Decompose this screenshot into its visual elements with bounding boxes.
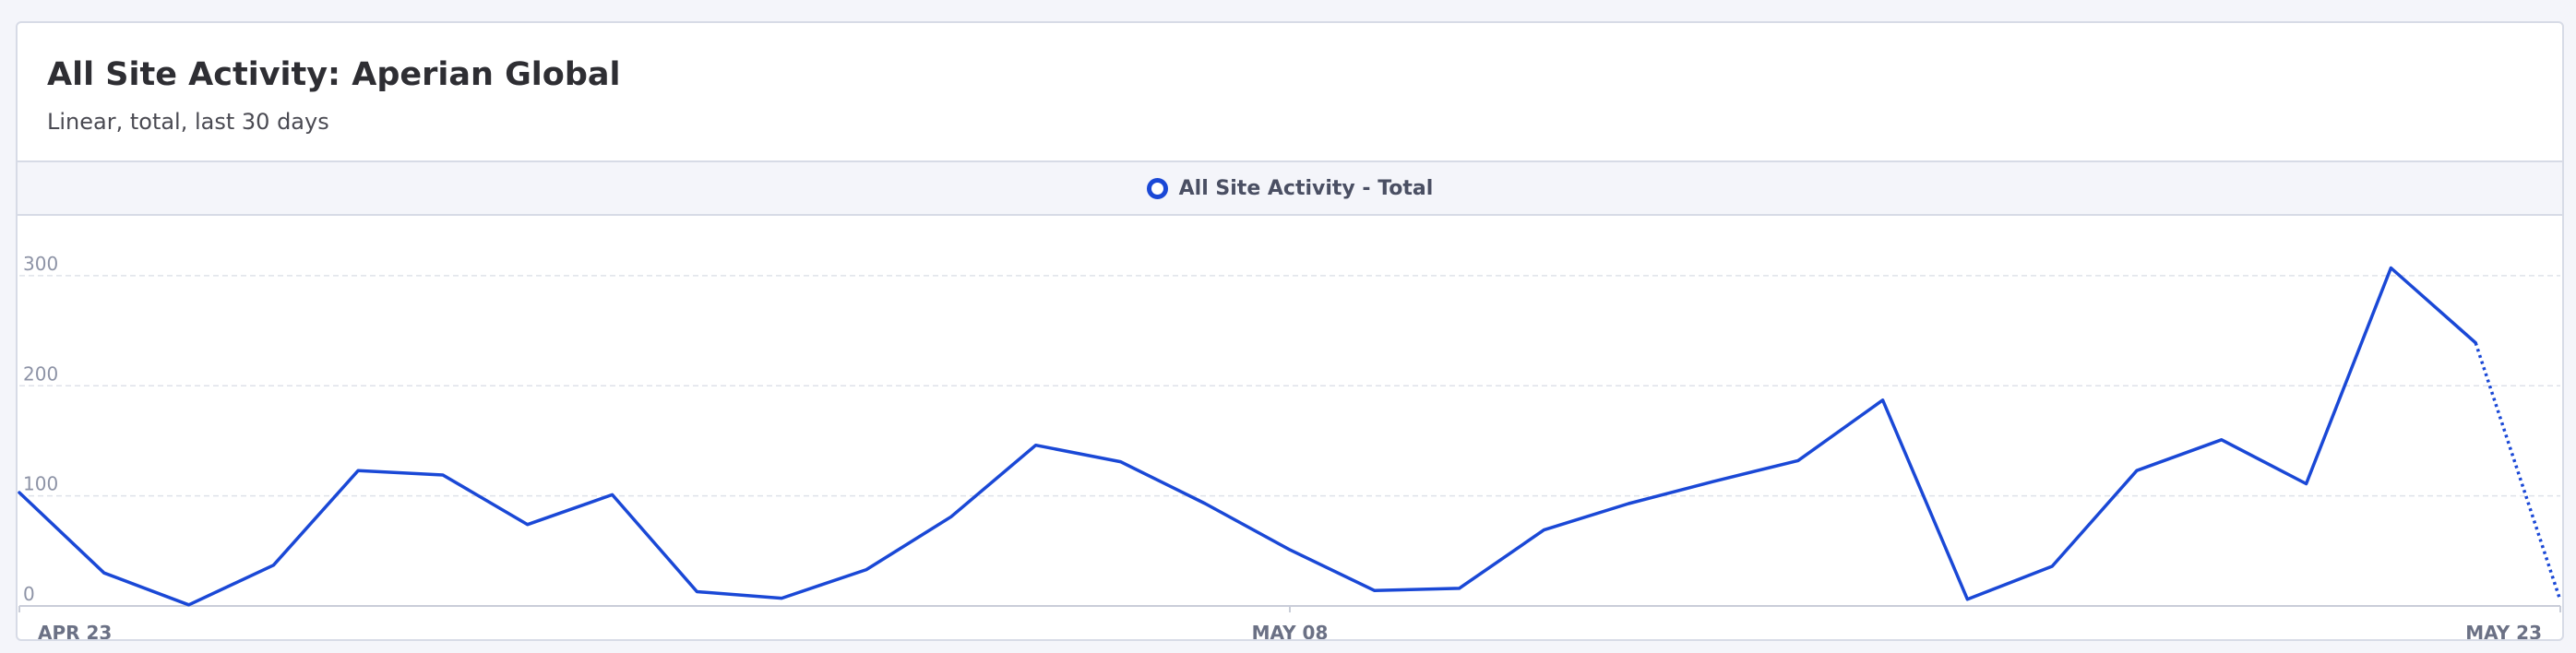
data-point [354, 467, 362, 474]
data-point [524, 521, 531, 528]
data-point [778, 595, 785, 602]
data-point [269, 562, 277, 569]
data-point [1032, 442, 1040, 449]
series-line-partial [2474, 342, 2562, 601]
legend-label: All Site Activity - Total [1178, 176, 1434, 200]
data-point [101, 569, 108, 576]
data-point [2303, 481, 2310, 488]
y-tick-label: 0 [23, 583, 35, 605]
data-point [2387, 265, 2394, 272]
line-chart: 0 100 200 300 APR 23 MAY 08 MAY 23 [18, 253, 2562, 639]
series-line [18, 266, 2477, 607]
data-point [609, 491, 616, 498]
data-point [1371, 587, 1378, 594]
data-point [693, 588, 700, 595]
data-point [2218, 436, 2225, 444]
y-tick-label: 300 [23, 253, 58, 275]
data-point [1963, 596, 1971, 603]
data-point [1116, 458, 1124, 466]
chart-subtitle: Linear, total, last 30 days [47, 109, 329, 135]
data-point [1456, 585, 1463, 592]
data-point [185, 601, 193, 609]
data-point [1710, 478, 1717, 485]
data-point [1625, 500, 1632, 507]
data-point [1286, 546, 1294, 553]
data-point [863, 566, 870, 574]
data-point [1201, 500, 1209, 507]
data-point [948, 513, 955, 520]
data-point [2557, 597, 2562, 604]
y-tick-label: 100 [23, 473, 58, 495]
data-point [2133, 467, 2141, 474]
legend-marker-icon [1146, 177, 1168, 199]
legend-item-all-site-activity[interactable]: All Site Activity - Total [1146, 176, 1434, 200]
chart-card: All Site Activity: Aperian Global Linear… [16, 21, 2564, 641]
data-point [1540, 527, 1547, 534]
chart-title: All Site Activity: Aperian Global [47, 56, 621, 93]
data-point [2048, 563, 2056, 570]
data-point [1879, 397, 1887, 404]
data-point [439, 471, 447, 479]
data-point [2472, 339, 2479, 347]
x-tick-label: MAY 08 [1252, 622, 1329, 639]
x-tick-label: APR 23 [38, 622, 112, 639]
legend: All Site Activity - Total [18, 160, 2562, 216]
y-tick-label: 200 [23, 362, 58, 385]
data-point [1795, 457, 1802, 464]
x-tick-label: MAY 23 [2465, 622, 2542, 639]
